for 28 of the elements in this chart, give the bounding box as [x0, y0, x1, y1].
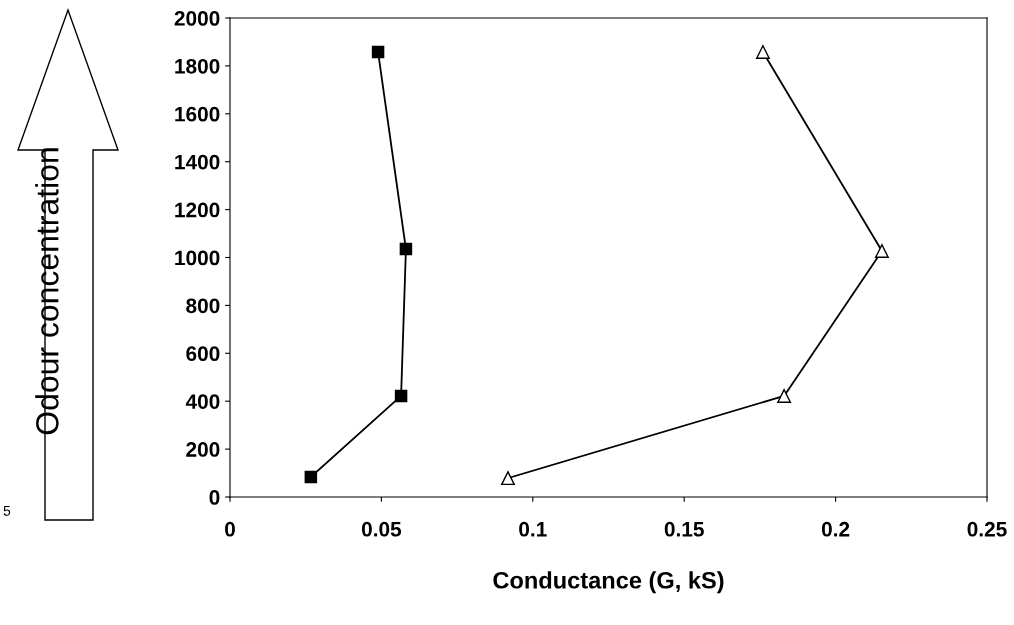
point — [394, 389, 408, 403]
y-tick-label: 400 — [185, 394, 220, 409]
point — [755, 45, 770, 59]
y-tick-label: 1600 — [175, 106, 220, 122]
x-tick-label: 0.05 — [361, 521, 402, 537]
x-tick-label: 0 — [225, 521, 235, 537]
point — [777, 388, 792, 403]
point — [501, 471, 515, 486]
x-tick-label: 0.15 — [664, 521, 704, 537]
text: 5 — [3, 506, 11, 516]
y-tick-label: 200 — [186, 442, 220, 457]
x-axis-title: Conductance (G, kS) — [493, 571, 724, 594]
y-axis-title: Odour concentration — [35, 148, 59, 435]
y-tick-label: 2000 — [174, 11, 220, 26]
x-tick-label: 0.1 — [519, 521, 547, 537]
y-tick-label: 1400 — [175, 154, 220, 170]
point — [874, 244, 889, 258]
x-tick-label: 0.25 — [967, 521, 1007, 537]
y-tick-label: 600 — [186, 346, 220, 362]
y-tick-label: 1000 — [175, 250, 220, 266]
point — [399, 242, 413, 256]
x-tick-label: 0.2 — [821, 521, 850, 537]
y-tick-label: 0 — [209, 490, 220, 505]
y-tick-label: 1800 — [175, 58, 220, 74]
y-tick-label: 1200 — [175, 202, 220, 218]
y-tick-label: 800 — [186, 298, 220, 314]
point — [371, 45, 385, 59]
point — [304, 470, 318, 484]
